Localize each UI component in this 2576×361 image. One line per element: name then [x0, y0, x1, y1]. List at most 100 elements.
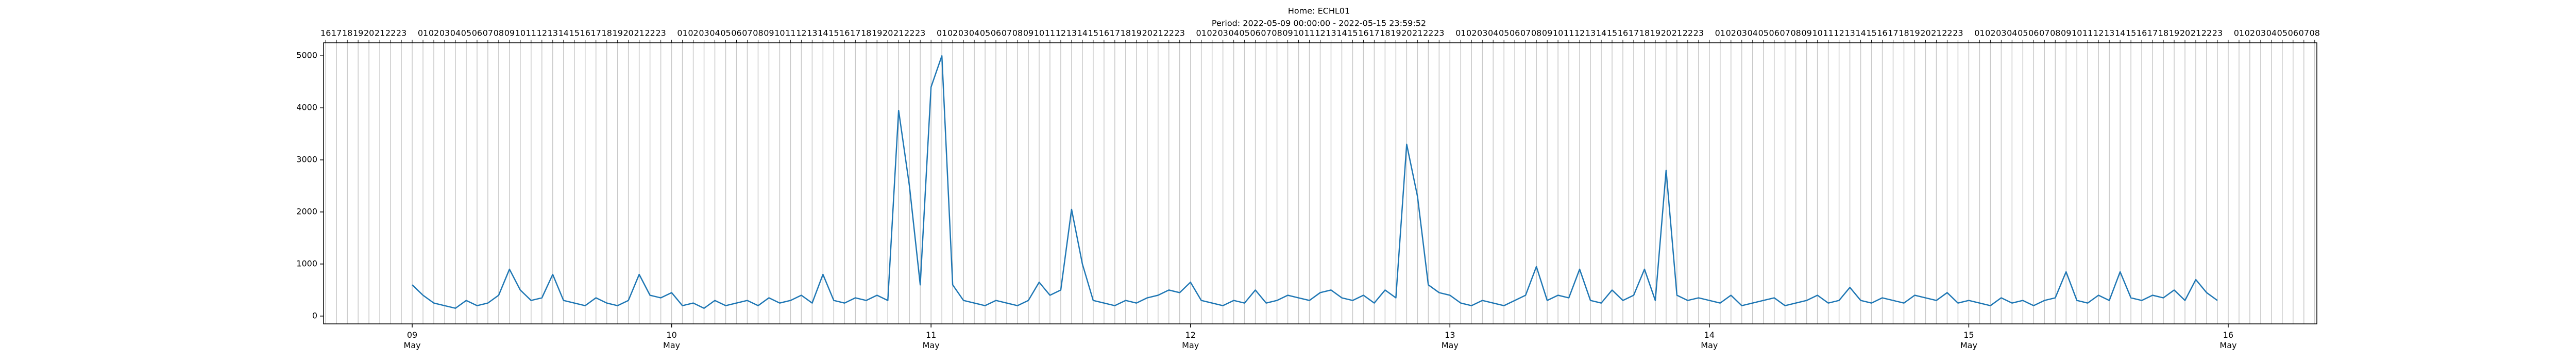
- y-tick-label: 5000: [296, 51, 317, 60]
- x2-tick-label: 02: [1466, 28, 1477, 38]
- x2-tick-label: 02: [947, 28, 958, 38]
- x2-tick-label: 15: [1607, 28, 1617, 38]
- x2-tick-label: 20: [1661, 28, 1671, 38]
- x2-tick-label: 21: [893, 28, 904, 38]
- x2-tick-label: 07: [1002, 28, 1012, 38]
- x2-tick-label: 22: [1942, 28, 1952, 38]
- x2-tick-label: 16: [580, 28, 590, 38]
- x2-tick-label: 17: [1110, 28, 1120, 38]
- x2-tick-label: 04: [969, 28, 979, 38]
- x2-tick-label: 08: [753, 28, 763, 38]
- x2-tick-label: 08: [2310, 28, 2320, 38]
- x2-tick-label: 18: [1899, 28, 1909, 38]
- data-line: [412, 55, 2218, 309]
- x2-tick-label: 04: [709, 28, 720, 38]
- x-tick-label: 11 May: [922, 330, 940, 350]
- x2-tick-label: 07: [742, 28, 752, 38]
- x2-tick-label: 11: [785, 28, 795, 38]
- x2-tick-label: 14: [1077, 28, 1088, 38]
- x2-tick-label: 10: [1553, 28, 1563, 38]
- x2-tick-label: 22: [1683, 28, 1693, 38]
- x2-tick-label: 07: [2299, 28, 2309, 38]
- x-tick-label: 09 May: [403, 330, 421, 350]
- x2-tick-label: 10: [2072, 28, 2082, 38]
- x2-tick-label: 22: [2201, 28, 2212, 38]
- x2-tick-label: 04: [1748, 28, 1758, 38]
- x2-tick-label: 11: [526, 28, 536, 38]
- x2-tick-label: 06: [1510, 28, 1520, 38]
- x2-tick-label: 23: [655, 28, 666, 38]
- x2-tick-label: 19: [2169, 28, 2179, 38]
- x2-tick-label: 01: [1196, 28, 1207, 38]
- x2-tick-label: 13: [807, 28, 817, 38]
- x2-tick-label: 01: [418, 28, 428, 38]
- x2-tick-label: 09: [1542, 28, 1552, 38]
- x-tick-label: 12 May: [1182, 330, 1199, 350]
- x2-tick-label: 23: [1434, 28, 1444, 38]
- x2-tick-label: 01: [1715, 28, 1725, 38]
- x2-tick-label: 23: [2212, 28, 2223, 38]
- x2-tick-label: 21: [2191, 28, 2201, 38]
- x2-tick-label: 03: [699, 28, 709, 38]
- x2-tick-label: 02: [1726, 28, 1736, 38]
- x2-tick-label: 05: [980, 28, 990, 38]
- x2-tick-label: 13: [2104, 28, 2114, 38]
- x2-tick-label: 07: [1261, 28, 1271, 38]
- x-tick-label: 14 May: [1701, 330, 1718, 350]
- x2-tick-label: 10: [1293, 28, 1303, 38]
- x2-tick-label: 08: [1531, 28, 1541, 38]
- x2-tick-label: 06: [2028, 28, 2039, 38]
- x2-tick-label: 19: [1131, 28, 1142, 38]
- x2-tick-label: 10: [774, 28, 785, 38]
- y-tick-label: 2000: [296, 207, 317, 217]
- x2-tick-label: 19: [872, 28, 882, 38]
- chart-title: Home: ECHL01: [1288, 6, 1350, 16]
- x2-tick-label: 23: [1953, 28, 1963, 38]
- x2-tick-label: 14: [558, 28, 569, 38]
- x2-tick-label: 16: [1877, 28, 1887, 38]
- x2-tick-label: 16: [839, 28, 850, 38]
- x2-tick-label: 06: [731, 28, 741, 38]
- x2-tick-label: 06: [1250, 28, 1260, 38]
- x2-tick-label: 08: [494, 28, 504, 38]
- x2-tick-label: 09: [1801, 28, 1811, 38]
- x2-tick-label: 03: [1477, 28, 1487, 38]
- x2-tick-label: 13: [1326, 28, 1336, 38]
- x2-tick-label: 19: [1391, 28, 1401, 38]
- plot-frame: [323, 42, 2317, 324]
- x2-tick-label: 03: [1996, 28, 2006, 38]
- x2-tick-label: 11: [2082, 28, 2093, 38]
- x2-tick-label: 07: [1780, 28, 1790, 38]
- x2-tick-label: 06: [1769, 28, 1780, 38]
- x2-tick-label: 17: [1629, 28, 1639, 38]
- x2-tick-label: 14: [1596, 28, 1606, 38]
- x2-tick-label: 18: [1121, 28, 1131, 38]
- x2-tick-label: 01: [2234, 28, 2244, 38]
- x2-tick-label: 16: [1358, 28, 1368, 38]
- x2-tick-label: 17: [591, 28, 601, 38]
- x2-tick-label: 03: [2256, 28, 2266, 38]
- x2-tick-label: 23: [915, 28, 925, 38]
- x2-tick-label: 19: [1909, 28, 1920, 38]
- x2-tick-label: 02: [1207, 28, 1217, 38]
- x2-tick-label: 01: [1974, 28, 1985, 38]
- x2-tick-label: 07: [2039, 28, 2049, 38]
- x2-tick-label: 21: [1153, 28, 1163, 38]
- x2-tick-label: 05: [720, 28, 731, 38]
- x2-tick-label: 18: [342, 28, 352, 38]
- x2-tick-label: 21: [375, 28, 385, 38]
- x2-tick-label: 15: [1866, 28, 1876, 38]
- y-tick-label: 1000: [296, 258, 317, 268]
- x2-tick-label: 07: [1520, 28, 1531, 38]
- chart-subtitle: Period: 2022-05-09 00:00:00 - 2022-05-15…: [1212, 19, 1426, 28]
- x2-tick-label: 08: [1791, 28, 1801, 38]
- x2-tick-label: 12: [796, 28, 806, 38]
- x2-tick-label: 12: [1834, 28, 1844, 38]
- x2-tick-label: 03: [1737, 28, 1747, 38]
- x2-tick-label: 04: [2007, 28, 2017, 38]
- x2-tick-label: 18: [861, 28, 871, 38]
- x2-tick-label: 13: [1844, 28, 1855, 38]
- x2-tick-label: 02: [688, 28, 698, 38]
- x2-tick-label: 13: [1585, 28, 1596, 38]
- x2-tick-label: 21: [1672, 28, 1682, 38]
